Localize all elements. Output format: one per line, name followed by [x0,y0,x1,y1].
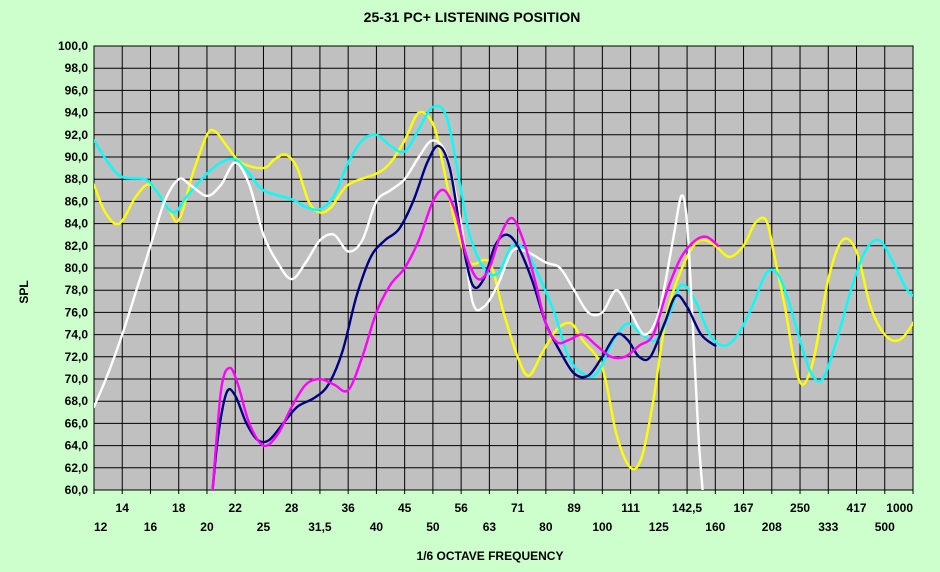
x-tick-label: 50 [426,520,440,534]
x-tick-label: 500 [875,520,895,534]
chart-title: 25-31 PC+ LISTENING POSITION [364,9,581,25]
grid-lines [93,45,914,494]
y-tick-label: 68,0 [65,394,89,408]
series-line-3 [94,139,704,490]
x-tick-label: 36 [341,501,355,515]
y-tick-label: 100,0 [58,39,88,53]
y-tick-label: 74,0 [65,328,89,342]
x-tick-label: 417 [847,501,867,515]
y-tick-label: 76,0 [65,305,89,319]
y-tick-label: 78,0 [65,283,89,297]
x-tick-label: 142,5 [672,501,702,515]
y-tick-label: 84,0 [65,217,89,231]
x-tick-label: 40 [370,520,384,534]
x-tick-label: 89 [567,501,581,515]
y-tick-label: 70,0 [65,372,89,386]
y-tick-label: 92,0 [65,128,89,142]
series-line-1 [94,110,913,471]
x-tick-label: 100 [592,520,612,534]
x-tick-label: 160 [705,520,725,534]
y-tick-label: 86,0 [65,194,89,208]
x-tick-label: 31,5 [308,520,332,534]
x-tick-label: 71 [511,501,525,515]
y-tick-label: 64,0 [65,439,89,453]
y-tick-label: 98,0 [65,61,89,75]
y-tick-label: 80,0 [65,261,89,275]
x-tick-label: 25 [257,520,271,534]
x-tick-label: 333 [818,520,838,534]
x-tick-label: 22 [229,501,243,515]
y-tick-label: 72,0 [65,350,89,364]
y-tick-label: 66,0 [65,416,89,430]
x-tick-label: 250 [790,501,810,515]
x-tick-label: 1000 [886,501,913,515]
series-line-2 [94,104,913,383]
x-tick-label: 18 [172,501,186,515]
x-tick-label: 208 [762,520,782,534]
y-tick-label: 62,0 [65,461,89,475]
x-tick-label: 12 [94,520,108,534]
x-tick-label: 80 [539,520,553,534]
y-tick-labels: 60,0 62,0 64,0 66,0 68,0 70,0 72,0 74,0 76,0 78,0… [58,39,88,497]
y-tick-label: 94,0 [65,106,89,120]
x-tick-labels: 12 14 16 18 20 22 25 28 31,5 36 40 45 50 56 63 71 80 89 10… [94,501,913,534]
y-tick-label: 90,0 [65,150,89,164]
x-tick-label: 111 [621,501,640,515]
x-tick-label: 28 [285,501,299,515]
x-tick-label: 14 [116,501,130,515]
y-tick-label: 96,0 [65,83,89,97]
x-tick-label: 125 [649,520,669,534]
x-tick-label: 63 [483,520,497,534]
series-line-5 [211,188,720,490]
y-tick-label: 82,0 [65,239,89,253]
x-tick-label: 56 [454,501,468,515]
x-tick-label: 45 [398,501,412,515]
x-tick-label: 16 [144,520,158,534]
y-tick-label: 88,0 [65,172,89,186]
series-group [94,104,913,490]
y-tick-label: 60,0 [65,483,89,497]
y-axis-label: SPL [17,280,31,303]
x-axis-label: 1/6 OCTAVE FREQUENCY [417,549,564,563]
x-tick-label: 20 [200,520,214,534]
x-tick-label: 167 [734,501,754,515]
